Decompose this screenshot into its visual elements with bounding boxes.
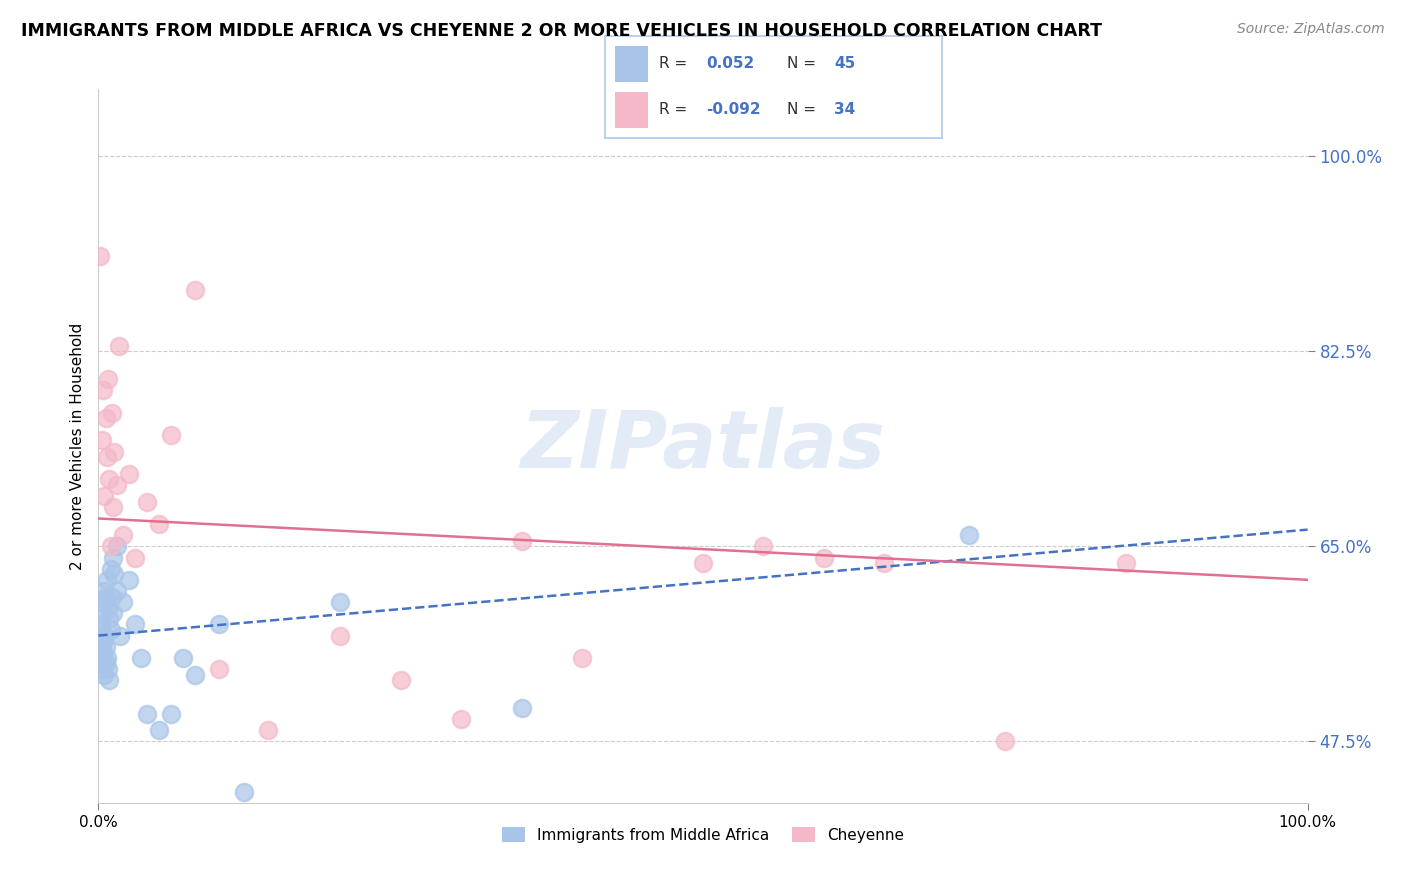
Point <box>97 372 120 386</box>
Point <box>100 590 122 604</box>
Point <box>135 494 157 508</box>
Point <box>957 528 980 542</box>
Point <box>90 640 112 654</box>
Point <box>160 427 183 442</box>
Point <box>160 706 183 721</box>
Point <box>98 673 121 687</box>
Point <box>124 617 146 632</box>
Point <box>232 785 254 799</box>
Point <box>90 623 112 637</box>
Point <box>89 249 111 263</box>
Point <box>94 411 117 425</box>
Point <box>100 562 122 576</box>
Point <box>108 338 131 352</box>
Point <box>96 573 118 587</box>
Point <box>100 405 122 419</box>
Point <box>105 539 128 553</box>
Point <box>91 662 114 676</box>
Point <box>91 434 114 448</box>
Point <box>510 533 533 548</box>
Point <box>135 706 157 721</box>
Text: 0.052: 0.052 <box>706 56 754 71</box>
Point <box>96 640 118 654</box>
Point <box>148 516 170 531</box>
Point <box>105 583 128 598</box>
Text: R =: R = <box>658 102 692 117</box>
Point <box>172 651 194 665</box>
Point <box>96 450 118 464</box>
Point <box>129 651 152 665</box>
Point <box>91 645 114 659</box>
Point <box>148 723 170 738</box>
Point <box>450 712 472 726</box>
Point <box>208 662 231 676</box>
Point <box>97 600 120 615</box>
Point <box>93 667 115 681</box>
Point <box>96 651 118 665</box>
Point <box>105 478 128 492</box>
Point <box>101 607 124 621</box>
Text: -0.092: -0.092 <box>706 102 761 117</box>
FancyBboxPatch shape <box>614 92 648 128</box>
Point <box>813 550 835 565</box>
Point <box>329 628 352 642</box>
Point <box>89 651 111 665</box>
Text: N =: N = <box>787 102 821 117</box>
FancyBboxPatch shape <box>614 46 648 82</box>
Point <box>93 628 115 642</box>
Point <box>101 550 124 565</box>
Point <box>124 550 146 565</box>
Text: ZIPatlas: ZIPatlas <box>520 407 886 485</box>
Point <box>108 628 131 642</box>
Text: N =: N = <box>787 56 821 71</box>
Point <box>103 444 125 458</box>
Point <box>103 567 125 582</box>
Point <box>93 583 115 598</box>
Point <box>98 472 121 486</box>
Point <box>91 607 114 621</box>
Point <box>118 467 141 481</box>
Point <box>91 634 114 648</box>
Text: R =: R = <box>658 56 692 71</box>
Text: IMMIGRANTS FROM MIDDLE AFRICA VS CHEYENNE 2 OR MORE VEHICLES IN HOUSEHOLD CORREL: IMMIGRANTS FROM MIDDLE AFRICA VS CHEYENN… <box>21 22 1102 40</box>
Point <box>510 701 533 715</box>
Point <box>90 617 112 632</box>
Y-axis label: 2 or more Vehicles in Household: 2 or more Vehicles in Household <box>69 322 84 570</box>
Point <box>873 556 896 570</box>
Text: 34: 34 <box>834 102 855 117</box>
Point <box>94 657 117 671</box>
Point <box>571 651 593 665</box>
Point <box>111 528 134 542</box>
Point <box>93 489 115 503</box>
Point <box>389 673 412 687</box>
Point <box>91 595 114 609</box>
Text: Source: ZipAtlas.com: Source: ZipAtlas.com <box>1237 22 1385 37</box>
Text: 45: 45 <box>834 56 855 71</box>
Point <box>329 595 352 609</box>
Point <box>752 539 775 553</box>
Point <box>91 384 114 398</box>
Point <box>100 539 122 553</box>
Point <box>692 556 714 570</box>
Point <box>256 723 278 738</box>
Legend: Immigrants from Middle Africa, Cheyenne: Immigrants from Middle Africa, Cheyenne <box>496 821 910 848</box>
Point <box>994 734 1017 748</box>
Point <box>111 595 134 609</box>
Point <box>184 667 207 681</box>
Point <box>94 590 117 604</box>
Point <box>89 628 111 642</box>
Point <box>208 617 231 632</box>
Point <box>1115 556 1137 570</box>
Point <box>101 500 124 515</box>
Point <box>100 623 122 637</box>
Point <box>98 612 121 626</box>
Point <box>118 573 141 587</box>
Point <box>97 662 120 676</box>
Point <box>184 283 207 297</box>
